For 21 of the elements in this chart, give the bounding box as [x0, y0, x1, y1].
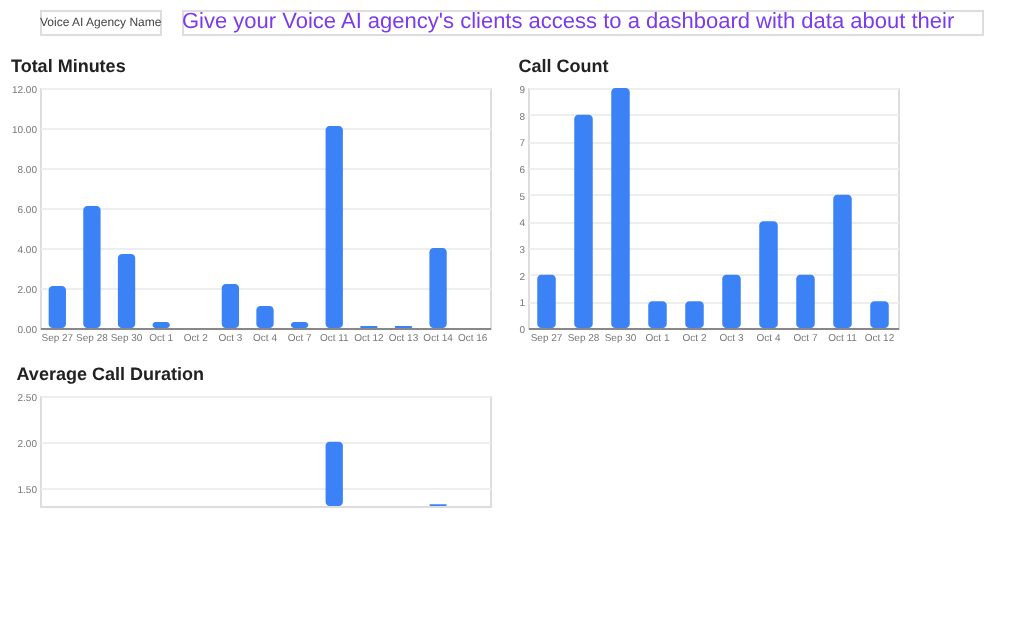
bar: [83, 206, 101, 328]
bar: [117, 254, 136, 328]
bar: [685, 301, 704, 328]
bar: [429, 248, 447, 328]
chart-title: Average Call Duration: [16, 364, 204, 384]
bar: [833, 194, 852, 328]
bar: [648, 301, 667, 328]
bar: [759, 221, 778, 328]
bar: [722, 274, 741, 328]
bar: [325, 126, 343, 328]
bar: [611, 88, 630, 328]
chart-title: Total Minutes: [10, 56, 126, 76]
bar: [537, 274, 556, 328]
bar: [48, 286, 66, 328]
bar: [796, 274, 815, 328]
bar: [574, 114, 593, 328]
bar: [221, 284, 240, 328]
text: Give your Voice AI agency's clients access to a dashboard with data about their: [182, 10, 955, 34]
chart-title: Call Count: [518, 56, 609, 76]
bar: [870, 301, 889, 328]
bar: [256, 306, 274, 328]
